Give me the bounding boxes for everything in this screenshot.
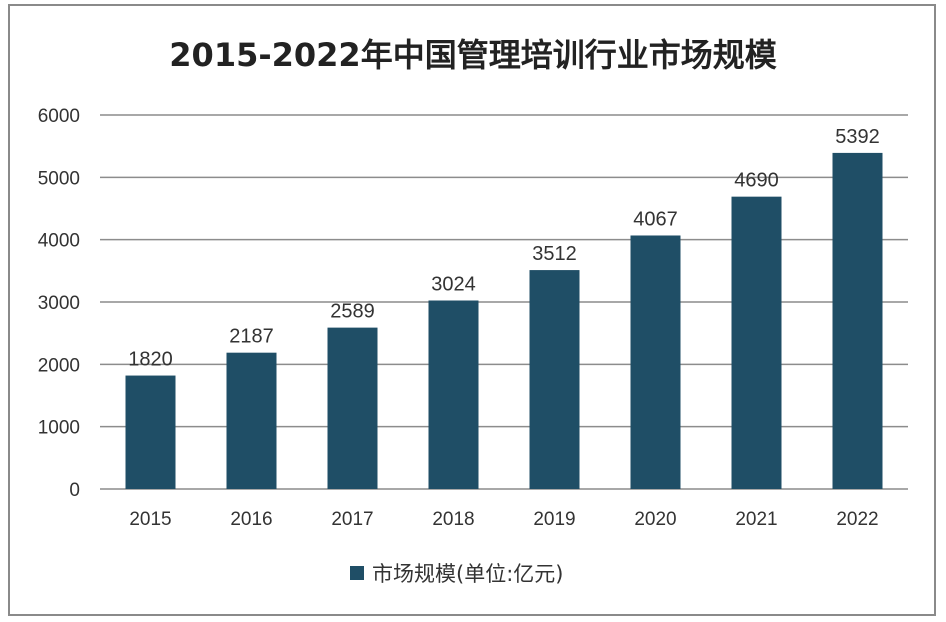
data-label: 2589 [330,301,375,323]
bar [529,270,580,489]
bar [226,352,277,489]
y-tick-label: 2000 [38,355,80,376]
x-tick-label: 2022 [836,509,878,530]
legend-label: 市场规模(单位:亿元) [372,562,564,586]
bar [327,327,378,489]
data-label: 3512 [532,243,577,265]
legend: 市场规模(单位:亿元) [350,558,563,588]
data-label: 3024 [431,274,476,296]
data-label: 2187 [229,326,274,348]
x-tick-label: 2017 [331,509,373,530]
y-tick-label: 4000 [38,231,80,252]
bar [428,300,479,489]
x-tick-label: 2015 [129,509,171,530]
x-tick-label: 2019 [533,509,575,530]
x-tick-label: 2016 [230,509,272,530]
bar [832,152,883,489]
data-label: 4690 [734,170,779,192]
chart-frame [8,4,936,616]
y-tick-label: 1000 [38,418,80,439]
data-label: 4067 [633,208,678,230]
y-tick-label: 0 [69,480,80,501]
x-tick-label: 2021 [735,509,777,530]
x-tick-label: 2018 [432,509,474,530]
chart-title: 2015-2022年中国管理培训行业市场规模 [169,36,777,74]
y-tick-label: 6000 [38,106,80,127]
legend-swatch [350,566,364,580]
y-tick-label: 5000 [38,168,80,189]
y-tick-label: 3000 [38,293,80,314]
bar [731,196,782,489]
x-tick-label: 2020 [634,509,676,530]
data-label: 1820 [128,349,173,371]
bar [630,235,681,489]
bar [125,375,176,489]
data-label: 5392 [835,126,880,148]
